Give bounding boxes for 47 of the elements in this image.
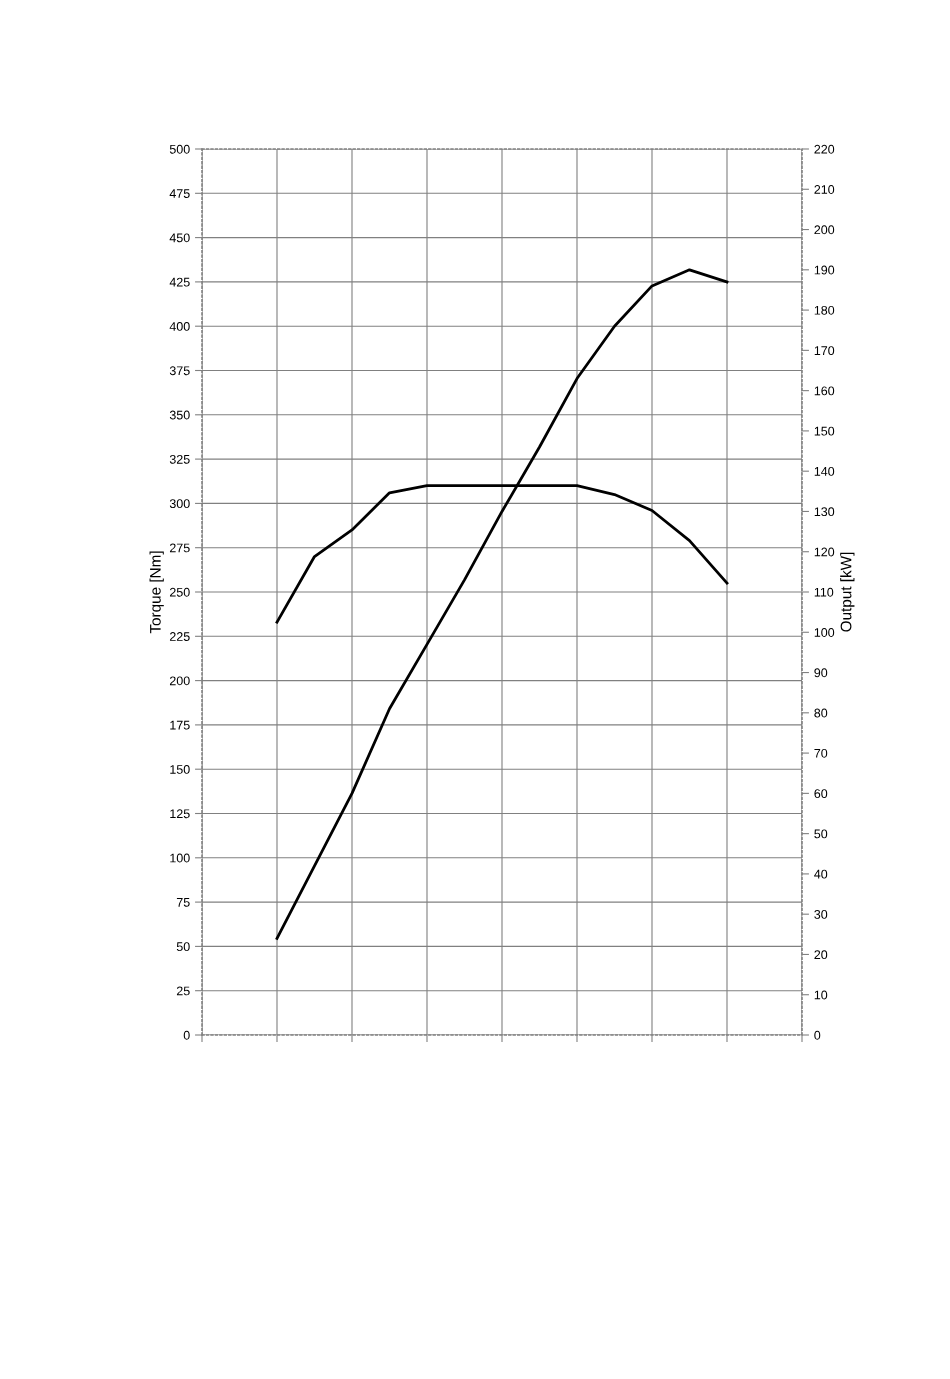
y2-tick-label: 10 — [814, 990, 828, 1000]
y-tick-label: 50 — [176, 942, 190, 952]
y2-tick-label: 90 — [814, 668, 828, 678]
y-tick-label: 475 — [169, 189, 190, 198]
y2-tick-label: 60 — [814, 789, 828, 799]
y2-tick-label: 150 — [814, 426, 835, 436]
y2-tick-label: 0 — [814, 1030, 821, 1040]
y-tick-label: 75 — [176, 898, 190, 907]
y-tick-label: 400 — [169, 322, 190, 331]
y2-tick-label: 130 — [814, 507, 835, 517]
y2-tick-label: 120 — [814, 547, 835, 557]
y-tick-label: 200 — [169, 676, 190, 686]
y2-tick-label: 220 — [814, 144, 835, 154]
y-tick-label: 0 — [183, 1030, 190, 1040]
line-series — [275, 268, 729, 940]
y2-tick-label: 110 — [814, 587, 834, 597]
y-tick-label: 250 — [169, 587, 190, 597]
y2-tick-label: 210 — [814, 185, 835, 194]
y-axis-title: Torque [Nm] — [149, 551, 164, 634]
y2-tick-label: 50 — [814, 829, 828, 839]
y-tick-label: 450 — [169, 233, 190, 243]
y-tick-label: 300 — [169, 499, 190, 509]
y2-tick-label: 40 — [814, 869, 828, 879]
y2-tick-label: 70 — [814, 748, 828, 758]
y2-tick-label: 20 — [814, 950, 828, 960]
y-tick-label: 425 — [169, 277, 190, 287]
y-tick-label: 175 — [170, 720, 190, 730]
y2-tick-label: 170 — [814, 346, 835, 356]
y-tick-label: 225 — [169, 632, 190, 641]
y-tick-label: 25 — [176, 986, 190, 996]
y2-tick-label: 190 — [814, 265, 835, 275]
y-tick-label: 325 — [169, 454, 190, 464]
y2-tick-label: 140 — [814, 466, 835, 476]
y2-tick-label: 80 — [814, 708, 828, 718]
y2-tick-label: 180 — [814, 305, 835, 315]
y2-tick-label: 200 — [814, 225, 835, 235]
y-tick-label: 275 — [169, 543, 190, 553]
y2-axis-title: Output [kW] — [840, 552, 855, 632]
y-tick-label: 500 — [169, 144, 190, 154]
y-tick-label: 150 — [170, 765, 190, 774]
y2-tick-label: 100 — [814, 628, 835, 637]
y2-tick-label: 160 — [814, 386, 835, 396]
y-tick-label: 125 — [170, 809, 190, 819]
y-tick-label: 350 — [169, 410, 190, 420]
y-tick-label: 375 — [169, 366, 190, 376]
y-tick-label: 100 — [170, 853, 190, 863]
y2-tick-label: 30 — [814, 909, 828, 919]
